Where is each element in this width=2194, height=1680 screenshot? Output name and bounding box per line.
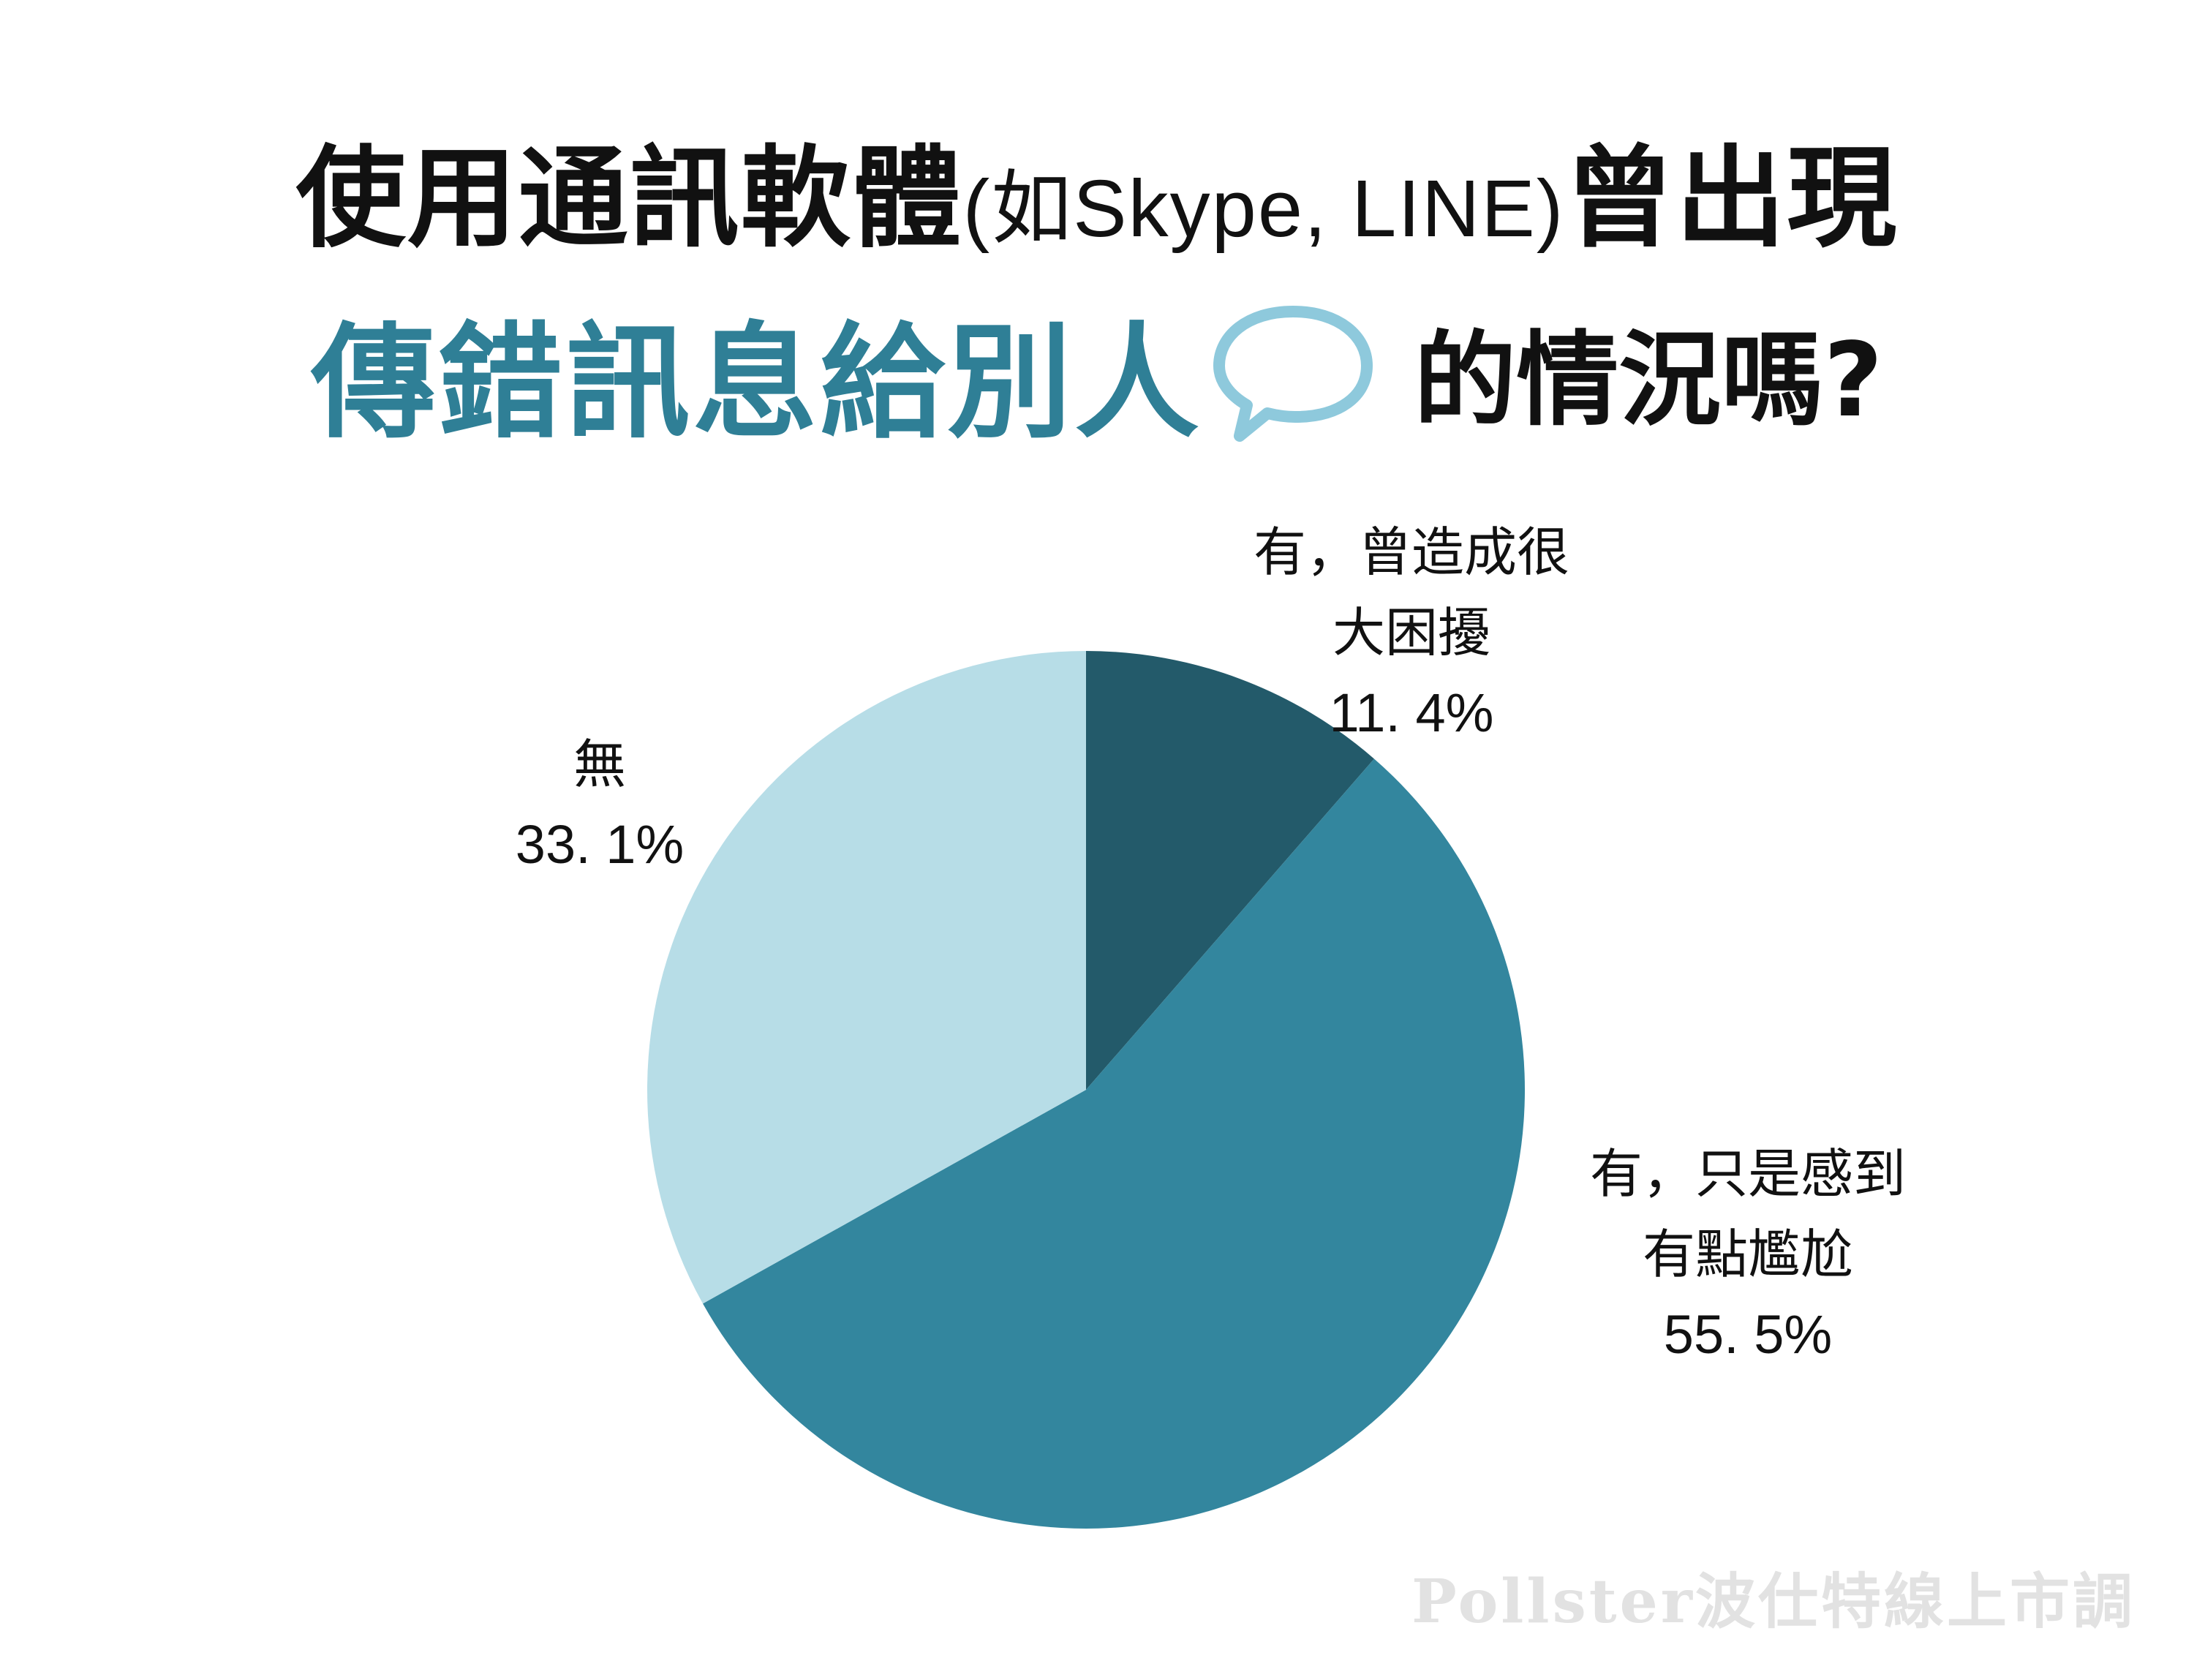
title-line2-rest: 的情況嗎?: [1414, 321, 1883, 440]
pie-slice-none: [646, 651, 1086, 1304]
title-line1-main: 使用通訊軟體: [295, 135, 963, 263]
slice-value-label: 11. 4%: [1329, 682, 1494, 743]
chart-title-line-1: 使用通訊軟體(如Skype, LINE)曾出現: [0, 110, 2194, 268]
slice-label-great-trouble: 有，曾造成很 大困擾 11. 4%: [1156, 512, 1667, 753]
title-line2-accent: 傳錯訊息給別人: [311, 311, 1202, 456]
title-line1-paren: (如Skype, LINE): [962, 164, 1565, 254]
pie-slice-bit-awkward: [703, 758, 1526, 1529]
chart-title-line-2: 傳錯訊息給別人 的情況嗎?: [0, 282, 2194, 456]
speech-bubble-icon: [1213, 306, 1373, 442]
slice-value-label: 33. 1%: [515, 814, 685, 875]
slice-label-line1: 無: [573, 734, 626, 795]
pie-slice-great-trouble: [1086, 651, 1374, 1090]
slice-label-line2: 有點尷尬: [1642, 1224, 1853, 1285]
title-line1-end: 曾出現: [1564, 135, 1899, 263]
slice-label-line1: 有，曾造成很: [1253, 521, 1569, 583]
slice-label-line1: 有，只是感到: [1589, 1143, 1906, 1205]
slice-value-label: 55. 5%: [1663, 1304, 1833, 1365]
watermark: Pollster波仕特線上市調: [1411, 1567, 2135, 1637]
slice-label-none: 無 33. 1%: [380, 724, 819, 885]
slice-label-line2: 大困擾: [1332, 602, 1490, 663]
slice-label-bit-awkward: 有，只是感到 有點尷尬 55. 5%: [1492, 1134, 2004, 1375]
